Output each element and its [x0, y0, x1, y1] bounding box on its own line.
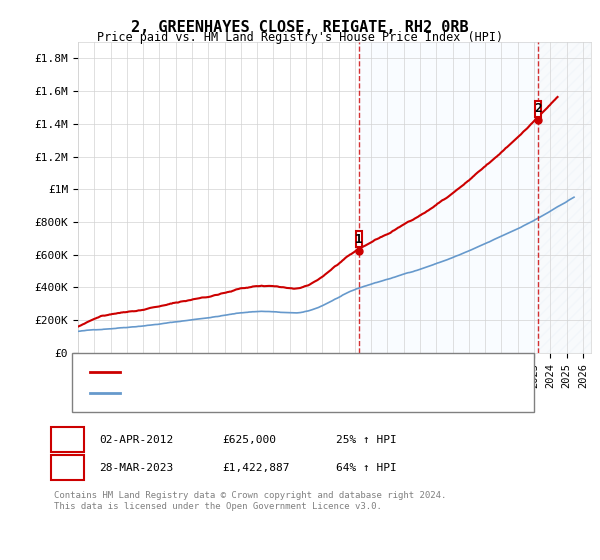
Text: 1: 1	[64, 435, 71, 445]
Text: 64% ↑ HPI: 64% ↑ HPI	[336, 463, 397, 473]
Text: 1: 1	[355, 233, 362, 246]
Text: This data is licensed under the Open Government Licence v3.0.: This data is licensed under the Open Gov…	[54, 502, 382, 511]
Text: £625,000: £625,000	[222, 435, 276, 445]
Bar	[538, 42, 591, 353]
Text: 02-APR-2012: 02-APR-2012	[99, 435, 173, 445]
FancyBboxPatch shape	[356, 231, 362, 248]
Text: 28-MAR-2023: 28-MAR-2023	[99, 463, 173, 473]
Text: Price paid vs. HM Land Registry's House Price Index (HPI): Price paid vs. HM Land Registry's House …	[97, 31, 503, 44]
Text: 2: 2	[534, 102, 541, 115]
Text: £1,422,887: £1,422,887	[222, 463, 290, 473]
Text: 2, GREENHAYES CLOSE, REIGATE, RH2 0RB (detached house): 2, GREENHAYES CLOSE, REIGATE, RH2 0RB (d…	[129, 367, 467, 377]
Text: Contains HM Land Registry data © Crown copyright and database right 2024.: Contains HM Land Registry data © Crown c…	[54, 491, 446, 500]
FancyBboxPatch shape	[535, 101, 541, 117]
Text: 2, GREENHAYES CLOSE, REIGATE, RH2 0RB: 2, GREENHAYES CLOSE, REIGATE, RH2 0RB	[131, 20, 469, 35]
Text: 2: 2	[64, 463, 71, 473]
Text: HPI: Average price, detached house, Reigate and Banstead: HPI: Average price, detached house, Reig…	[129, 388, 479, 398]
Bar	[359, 42, 538, 353]
Text: 25% ↑ HPI: 25% ↑ HPI	[336, 435, 397, 445]
